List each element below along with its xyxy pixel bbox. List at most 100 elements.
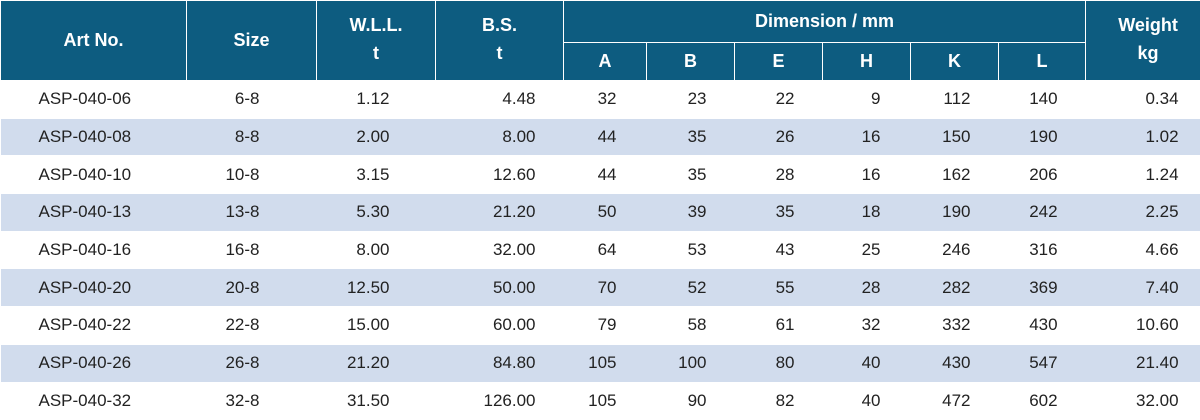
cell-dim-e: 35 [735, 194, 823, 232]
cell-weight: 1.24 [1086, 156, 1200, 194]
cell-art-no: ASP-040-32 [1, 382, 187, 420]
cell-dim-e: 55 [735, 269, 823, 307]
cell-weight: 1.02 [1086, 118, 1200, 156]
cell-bs: 126.00 [436, 382, 564, 420]
cell-dim-k: 150 [911, 118, 999, 156]
header-wll-unit: t [373, 43, 379, 63]
cell-wll: 15.00 [317, 307, 436, 345]
cell-size: 8-8 [187, 118, 317, 156]
cell-dim-b: 39 [647, 194, 735, 232]
cell-dim-h: 16 [823, 156, 911, 194]
cell-dim-b: 35 [647, 156, 735, 194]
cell-dim-a: 44 [564, 156, 647, 194]
cell-weight: 7.40 [1086, 269, 1200, 307]
cell-dim-e: 80 [735, 344, 823, 382]
cell-dim-a: 70 [564, 269, 647, 307]
table-header: Art No. Size W.L.L. t B.S. t Dimension /… [1, 1, 1200, 81]
cell-weight: 0.34 [1086, 81, 1200, 119]
cell-dim-l: 602 [999, 382, 1086, 420]
cell-dim-e: 82 [735, 382, 823, 420]
cell-dim-h: 9 [823, 81, 911, 119]
header-wll: W.L.L. t [317, 1, 436, 81]
cell-dim-b: 58 [647, 307, 735, 345]
cell-dim-e: 26 [735, 118, 823, 156]
header-dim-h: H [823, 43, 911, 81]
cell-dim-k: 190 [911, 194, 999, 232]
cell-bs: 60.00 [436, 307, 564, 345]
cell-dim-k: 332 [911, 307, 999, 345]
cell-dim-l: 430 [999, 307, 1086, 345]
cell-bs: 12.60 [436, 156, 564, 194]
cell-size: 22-8 [187, 307, 317, 345]
cell-dim-l: 547 [999, 344, 1086, 382]
header-bs-label: B.S. [482, 15, 517, 35]
cell-art-no: ASP-040-08 [1, 118, 187, 156]
cell-dim-k: 112 [911, 81, 999, 119]
cell-wll: 21.20 [317, 344, 436, 382]
cell-bs: 84.80 [436, 344, 564, 382]
cell-dim-h: 28 [823, 269, 911, 307]
cell-dim-h: 25 [823, 231, 911, 269]
cell-bs: 8.00 [436, 118, 564, 156]
cell-dim-h: 40 [823, 344, 911, 382]
header-weight: Weight kg [1086, 1, 1200, 81]
cell-size: 16-8 [187, 231, 317, 269]
cell-art-no: ASP-040-13 [1, 194, 187, 232]
header-dimension: Dimension / mm [564, 1, 1086, 43]
cell-dim-a: 64 [564, 231, 647, 269]
cell-weight: 21.40 [1086, 344, 1200, 382]
cell-size: 13-8 [187, 194, 317, 232]
cell-dim-b: 100 [647, 344, 735, 382]
cell-dim-h: 40 [823, 382, 911, 420]
header-bs: B.S. t [436, 1, 564, 81]
cell-size: 26-8 [187, 344, 317, 382]
cell-weight: 4.66 [1086, 231, 1200, 269]
header-size: Size [187, 1, 317, 81]
cell-dim-k: 246 [911, 231, 999, 269]
cell-dim-k: 282 [911, 269, 999, 307]
cell-dim-b: 23 [647, 81, 735, 119]
cell-dim-l: 190 [999, 118, 1086, 156]
cell-dim-a: 79 [564, 307, 647, 345]
cell-art-no: ASP-040-10 [1, 156, 187, 194]
cell-wll: 3.15 [317, 156, 436, 194]
cell-size: 32-8 [187, 382, 317, 420]
header-dim-a: A [564, 43, 647, 81]
cell-bs: 50.00 [436, 269, 564, 307]
cell-wll: 31.50 [317, 382, 436, 420]
header-weight-label: Weight [1118, 15, 1178, 35]
cell-size: 20-8 [187, 269, 317, 307]
cell-bs: 32.00 [436, 231, 564, 269]
cell-art-no: ASP-040-16 [1, 231, 187, 269]
cell-art-no: ASP-040-26 [1, 344, 187, 382]
cell-wll: 1.12 [317, 81, 436, 119]
cell-dim-h: 16 [823, 118, 911, 156]
cell-dim-e: 43 [735, 231, 823, 269]
cell-wll: 5.30 [317, 194, 436, 232]
cell-dim-k: 472 [911, 382, 999, 420]
cell-dim-k: 430 [911, 344, 999, 382]
header-dim-l: L [999, 43, 1086, 81]
cell-dim-h: 32 [823, 307, 911, 345]
header-dim-b: B [647, 43, 735, 81]
cell-dim-e: 28 [735, 156, 823, 194]
cell-dim-b: 90 [647, 382, 735, 420]
cell-dim-a: 32 [564, 81, 647, 119]
cell-weight: 2.25 [1086, 194, 1200, 232]
cell-size: 10-8 [187, 156, 317, 194]
cell-weight: 32.00 [1086, 382, 1200, 420]
cell-dim-a: 44 [564, 118, 647, 156]
cell-dim-e: 61 [735, 307, 823, 345]
cell-dim-k: 162 [911, 156, 999, 194]
header-dim-e: E [735, 43, 823, 81]
cell-wll: 8.00 [317, 231, 436, 269]
